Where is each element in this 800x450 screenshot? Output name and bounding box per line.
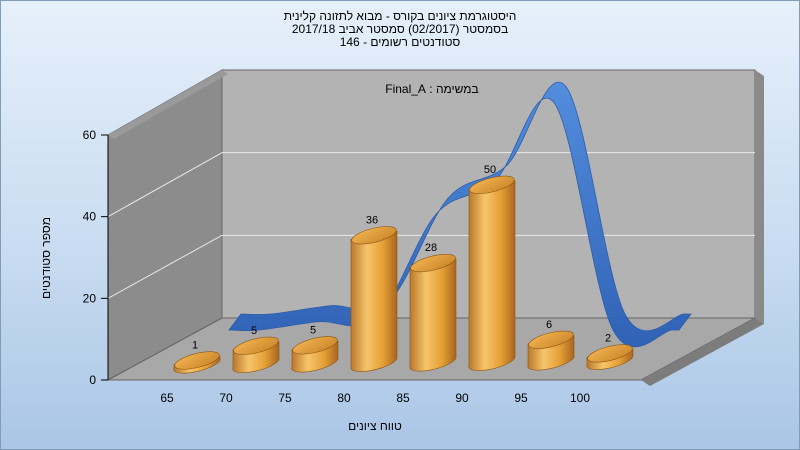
bar-value-label: 6: [546, 319, 552, 331]
x-tick-label: 100: [570, 391, 590, 405]
bar-top: [587, 344, 633, 363]
bar-value-label: 5: [251, 325, 257, 337]
y-tick-label: 40: [83, 210, 97, 224]
chart-titles: היסטוגרמת ציונים בקורס - מבוא לתזונה קלי…: [0, 10, 800, 49]
distribution-curve: [228, 81, 692, 348]
bar-top: [528, 330, 574, 349]
distribution-curve-layer: [228, 81, 692, 348]
bar-value-label: 28: [425, 242, 437, 254]
bar-top: [469, 175, 515, 194]
x-axis: 65 70 75 80 85 90 95 100: [160, 391, 590, 405]
bar: 5: [232, 325, 280, 373]
chart-subtitle-2: סטודנטים רשומים - 146: [339, 35, 461, 49]
x-tick-label: 95: [514, 391, 528, 405]
bar-top: [351, 226, 397, 245]
bar-top: [174, 351, 220, 370]
right-edge: [755, 70, 764, 324]
bar: 28: [409, 242, 457, 372]
bar-top: [410, 253, 456, 273]
bar-body: [468, 180, 516, 371]
bar-value-label: 1: [192, 339, 198, 351]
bar: 1: [173, 339, 221, 374]
bar-value-label: 50: [484, 164, 496, 176]
floor-edge: [641, 318, 764, 386]
x-tick-label: 80: [337, 391, 351, 405]
bar: 5: [291, 324, 339, 373]
gridline-left: [107, 234, 223, 299]
x-tick-label: 85: [396, 391, 410, 405]
bar: 6: [527, 319, 575, 371]
x-tick-label: 90: [455, 391, 469, 405]
x-tick-label: 75: [278, 391, 292, 405]
bar-value-label: 36: [366, 214, 378, 226]
chart-subtitle: בסמסטר (02/2017) סמסטר אביב 2017/18: [291, 22, 509, 36]
y-tick-label: 0: [89, 373, 96, 387]
left-wall-edge: [108, 70, 228, 139]
y-axis-title: מספר סטודנטים: [39, 217, 53, 299]
bar-top: [233, 336, 279, 355]
y-tick-label: 20: [83, 291, 97, 305]
y-tick-label: 60: [83, 128, 97, 142]
x-tick-label: 65: [160, 391, 174, 405]
gridline-left: [107, 152, 223, 218]
x-axis-title: טווח ציונים: [348, 419, 402, 433]
bars: 1 5 5 36 28 50 6 2: [173, 164, 634, 374]
bar: 50: [468, 164, 516, 371]
bar-top: [292, 336, 338, 355]
bar: 36: [350, 214, 398, 372]
task-annotation: במשימה : Final_A: [385, 82, 478, 96]
x-tick-label: 70: [219, 391, 233, 405]
bar-value-label: 5: [310, 324, 316, 336]
bar-body: [350, 230, 398, 372]
bar-value-label: 2: [605, 332, 611, 344]
bar: 2: [586, 332, 634, 370]
bar-body: [409, 258, 457, 372]
chart-title: היסטוגרמת ציונים בקורס - מבוא לתזונה קלי…: [283, 9, 517, 23]
y-axis: 0 20 40 60: [83, 128, 109, 387]
